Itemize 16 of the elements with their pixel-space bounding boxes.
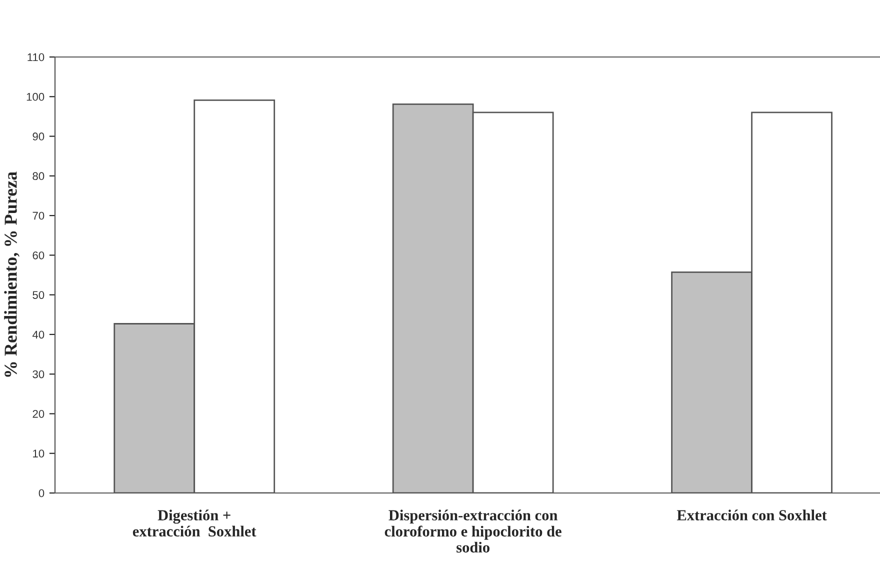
y-tick-label: 30 [32, 370, 44, 378]
y-tick-label: 80 [32, 172, 44, 180]
y-tick-label: 60 [32, 251, 44, 260]
y-axis-title: % Rendimiento, % Pureza [4, 172, 20, 377]
x-tick-label: Extracción con Soxhlet [676, 510, 827, 520]
y-tick-label: 100 [26, 92, 44, 101]
y-tick-label: 50 [32, 291, 44, 299]
y-tick-label: 10 [33, 450, 44, 458]
y-tick-label: 0 [38, 489, 44, 498]
y-tick-label: 110 [28, 53, 44, 62]
x-tick-label: Dispersión-extracción con cloroformo e hipoclorito de sodio [384, 510, 562, 553]
y-tick-label: 70 [32, 212, 44, 220]
x-tick-label: Digestión + extracción Soxhlet [132, 510, 256, 537]
y-tick-label: 40 [32, 330, 44, 339]
y-tick-label: 20 [32, 410, 44, 418]
y-tick-label: 90 [32, 132, 44, 140]
